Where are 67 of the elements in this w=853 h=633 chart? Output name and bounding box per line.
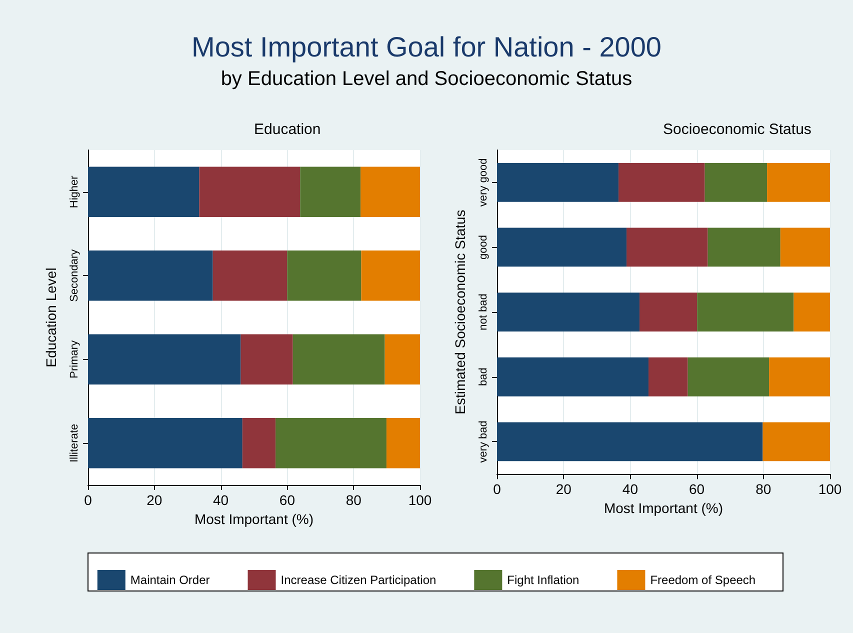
bar (88, 334, 241, 384)
x-tick-label: 40 (213, 492, 229, 508)
bar (497, 357, 649, 396)
legend-label: Increase Citizen Participation (280, 573, 436, 587)
bar (769, 357, 830, 396)
bar (794, 292, 830, 332)
bar (384, 334, 420, 384)
bar (240, 334, 293, 384)
y-tick-label: good (478, 234, 490, 260)
x-tick-label: 80 (756, 481, 772, 498)
bar (287, 250, 362, 301)
bar (386, 418, 420, 468)
bar (708, 228, 780, 267)
bar (497, 292, 640, 332)
x-tick-label: 40 (622, 481, 638, 498)
bar (626, 228, 708, 267)
bar (276, 418, 386, 468)
bar (704, 162, 768, 202)
legend-label: Freedom of Speech (650, 573, 756, 587)
bar (88, 250, 213, 301)
bar (648, 357, 688, 396)
bar (242, 418, 276, 468)
x-axis-title: Most Important (%) (194, 510, 314, 527)
bar (88, 166, 200, 217)
y-tick-label: Illiterate (68, 424, 80, 462)
x-tick-label: 80 (346, 492, 362, 508)
x-tick-label: 0 (84, 492, 92, 508)
x-tick-label: 20 (146, 492, 162, 508)
y-axis-title: Estimated Socioeconomic Status (452, 210, 468, 414)
y-tick-label: Higher (68, 175, 80, 208)
bar (361, 250, 420, 301)
x-tick-label: 0 (493, 481, 502, 498)
bar (199, 166, 300, 217)
chart-title: Most Important Goal for Nation - 2000 (192, 32, 662, 62)
bar (618, 162, 705, 202)
bar (212, 250, 288, 301)
bar (88, 418, 242, 468)
x-tick-label: 100 (408, 492, 432, 508)
legend-label: Maintain Order (130, 573, 210, 587)
bar (300, 166, 361, 217)
x-tick-label: 60 (279, 492, 296, 508)
y-tick-label: Primary (68, 340, 80, 378)
chart-subtitle: by Education Level and Socioeconomic Status (220, 68, 632, 90)
bar (360, 166, 420, 217)
bar (640, 292, 698, 332)
bar (497, 422, 763, 462)
y-tick-label: not bad (478, 294, 490, 330)
legend-label: Fight Inflation (507, 573, 580, 587)
bar (497, 228, 627, 267)
y-tick-label: Secondary (68, 248, 80, 302)
y-tick-label: very good (478, 158, 490, 207)
x-axis-title: Most Important (%) (604, 500, 724, 516)
text: Socioeconomic Status (662, 121, 812, 138)
y-tick-label: very bad (478, 420, 490, 463)
text: Education (254, 121, 321, 138)
y-tick-label: bad (478, 368, 490, 386)
bar (688, 357, 770, 396)
x-tick-label: 60 (689, 481, 705, 498)
bar (697, 292, 794, 332)
x-tick-label: 20 (556, 481, 572, 498)
bar (292, 334, 385, 384)
bar (762, 422, 830, 462)
x-tick-label: 100 (818, 481, 842, 498)
y-axis-title: Education Level (43, 268, 59, 368)
bar (767, 162, 830, 202)
bar (780, 228, 830, 267)
bar (497, 162, 619, 202)
